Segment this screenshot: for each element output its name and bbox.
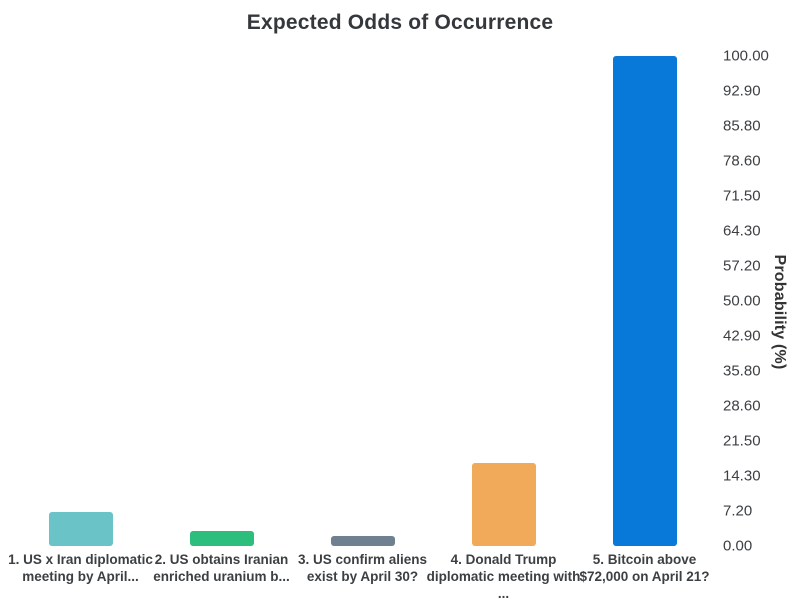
x-category-label-line: enriched uranium b... bbox=[153, 569, 290, 584]
x-category-label-2: 2. US obtains Iranian enriched uranium b.… bbox=[137, 551, 307, 585]
y-tick-label: 64.30 bbox=[723, 222, 761, 240]
y-axis-title: Probability (%) bbox=[771, 254, 788, 370]
x-category-label-4: 4. Donald Trump diplomatic meeting with..… bbox=[419, 551, 589, 600]
bar-category-4 bbox=[471, 462, 536, 546]
x-category-label-line: $72,000 on April 21? bbox=[579, 569, 710, 584]
x-category-label-line: 2. US obtains Iranian bbox=[154, 552, 289, 567]
x-category-label-line: 5. Bitcoin above bbox=[592, 552, 697, 567]
x-category-label-1: 1. US x Iran diplomatic meeting by April.… bbox=[0, 551, 166, 585]
x-category-label-5: 5. Bitcoin above $72,000 on April 21? bbox=[560, 551, 730, 585]
bar-category-2 bbox=[189, 531, 254, 546]
x-category-label-line: ... bbox=[497, 586, 510, 600]
y-tick-label: 28.60 bbox=[723, 397, 761, 415]
x-category-label-line: 3. US confirm aliens bbox=[297, 552, 428, 567]
y-tick-label: 92.90 bbox=[723, 82, 761, 100]
x-category-label-line: 1. US x Iran diplomatic bbox=[8, 552, 153, 567]
y-tick-label: 14.30 bbox=[723, 467, 761, 485]
x-category-label-3: 3. US confirm aliens exist by April 30? bbox=[278, 551, 448, 585]
y-tick-label: 7.20 bbox=[723, 502, 753, 520]
y-tick-label: 57.20 bbox=[723, 257, 761, 275]
x-category-label-line: 4. Donald Trump bbox=[450, 552, 557, 567]
x-category-label-line: exist by April 30? bbox=[306, 569, 419, 584]
y-tick-label: 85.80 bbox=[723, 117, 761, 135]
y-tick-label: 35.80 bbox=[723, 362, 761, 380]
y-tick-label: 42.90 bbox=[723, 327, 761, 345]
y-tick-label: 78.60 bbox=[723, 152, 761, 170]
y-tick-label: 71.50 bbox=[723, 187, 761, 205]
y-tick-label: 0.00 bbox=[723, 537, 753, 555]
chart-title: Expected Odds of Occurrence bbox=[246, 11, 554, 34]
bar-category-3 bbox=[330, 536, 395, 546]
bar-category-5 bbox=[612, 56, 677, 546]
bar-category-1 bbox=[48, 511, 113, 546]
y-tick-label: 21.50 bbox=[723, 432, 761, 450]
y-tick-label: 50.00 bbox=[723, 292, 761, 310]
x-category-label-line: meeting by April... bbox=[22, 569, 139, 584]
x-category-label-line: diplomatic meeting with bbox=[426, 569, 581, 584]
y-tick-label: 100.00 bbox=[723, 47, 769, 65]
